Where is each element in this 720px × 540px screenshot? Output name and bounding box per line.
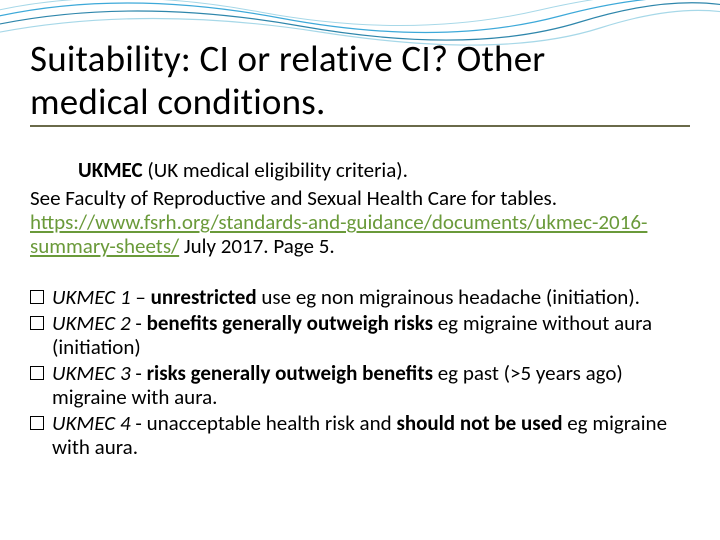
bullet-text: UKMEC 2 - benefits generally outweigh ri…	[52, 311, 690, 359]
bullet-dash: -	[131, 410, 147, 436]
bullet-dash: -	[131, 360, 147, 386]
bullet-label: UKMEC 4	[52, 410, 131, 436]
title-line-2: medical conditions.	[30, 79, 325, 124]
bullet-box-icon	[30, 311, 52, 335]
bullet-dash: –	[131, 284, 151, 310]
title-line-1: Suitability: CI or relative CI? Other	[30, 36, 545, 81]
title-underline	[30, 125, 690, 127]
bullet-dash: -	[131, 310, 147, 336]
bullet-strong: should not be used	[396, 410, 562, 436]
bullet-text: UKMEC 4 - unacceptable health risk and s…	[52, 411, 690, 459]
bullet-pre: unacceptable health risk and	[147, 410, 397, 436]
bullet-box-icon	[30, 411, 52, 435]
bullet-text: UKMEC 3 - risks generally outweigh benef…	[52, 361, 690, 409]
bullet-row-ukmec4: UKMEC 4 - unacceptable health risk and s…	[30, 411, 690, 459]
bullet-strong: unrestricted	[151, 284, 257, 310]
bullet-box-icon	[30, 361, 52, 385]
see-pre: See Faculty of Reproductive and Sexual H…	[30, 185, 557, 211]
bullet-strong: risks generally outweigh benefits	[147, 360, 433, 386]
reference-paragraph: See Faculty of Reproductive and Sexual H…	[30, 186, 690, 258]
bullet-box-icon	[30, 285, 52, 309]
bullet-label: UKMEC 1	[52, 284, 131, 310]
bullet-rest: use eg non migrainous headache (initiati…	[257, 284, 640, 310]
slide-body: UKMEC (UK medical eligibility criteria).…	[30, 158, 690, 462]
see-post: July 2017. Page 5.	[179, 233, 334, 259]
bullet-row-ukmec1: UKMEC 1 – unrestricted use eg non migrai…	[30, 285, 690, 309]
slide: Suitability: CI or relative CI? Other me…	[0, 0, 720, 540]
bullet-row-ukmec2: UKMEC 2 - benefits generally outweigh ri…	[30, 311, 690, 359]
intro-bold: UKMEC	[78, 157, 143, 183]
bullet-strong: benefits generally outweigh risks	[147, 310, 433, 336]
intro-paragraph: UKMEC (UK medical eligibility criteria).	[30, 158, 690, 182]
bullet-label: UKMEC 2	[52, 310, 131, 336]
bullet-row-ukmec3: UKMEC 3 - risks generally outweigh benef…	[30, 361, 690, 409]
title-text: Suitability: CI or relative CI? Other me…	[30, 38, 690, 123]
intro-rest: (UK medical eligibility criteria).	[143, 157, 408, 183]
bullet-text: UKMEC 1 – unrestricted use eg non migrai…	[52, 285, 690, 309]
reference-link[interactable]: https://www.fsrh.org/standards-and-guida…	[30, 209, 647, 259]
slide-title: Suitability: CI or relative CI? Other me…	[30, 38, 690, 127]
bullet-label: UKMEC 3	[52, 360, 131, 386]
